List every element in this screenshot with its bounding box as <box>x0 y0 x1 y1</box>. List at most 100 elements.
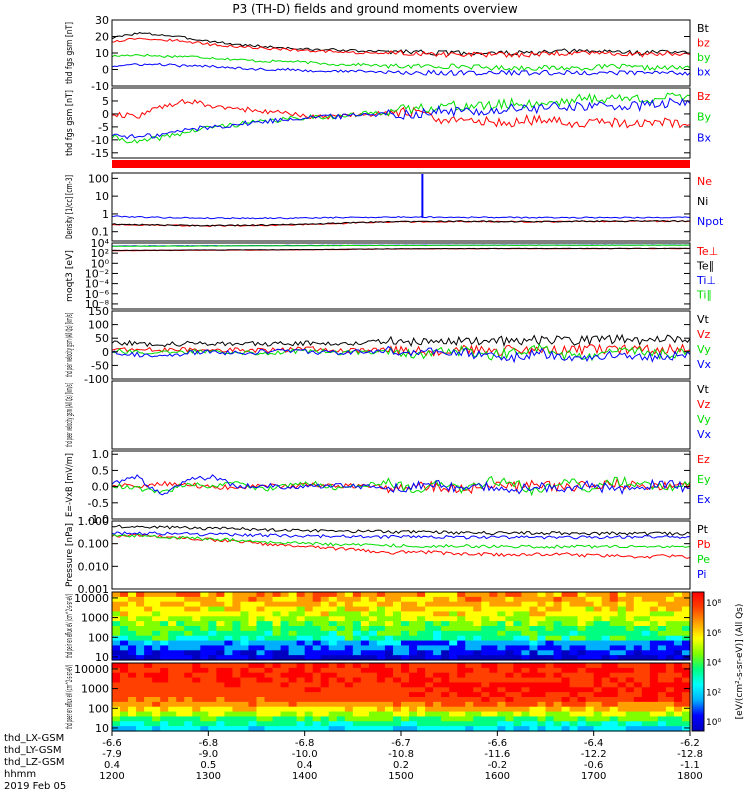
heatmap-cell <box>561 716 571 722</box>
heatmap-cell <box>352 592 362 598</box>
heatmap-cell <box>681 650 691 656</box>
heatmap-cell <box>152 677 161 684</box>
heatmap-cell <box>561 672 571 679</box>
heatmap-cell <box>601 601 611 608</box>
heatmap-cell <box>184 611 193 617</box>
heatmap-cell <box>609 706 619 713</box>
heatmap-cell <box>633 706 643 713</box>
heatmap-cell <box>256 697 266 703</box>
heatmap-cell <box>176 616 185 622</box>
heatmap-cell <box>336 677 346 684</box>
heatmap-cell <box>657 655 667 661</box>
legend-ne: Ne <box>697 175 712 188</box>
hhmm-tick-label: 1400 <box>292 771 317 782</box>
heatmap-cell <box>577 716 587 722</box>
heatmap-cell <box>192 687 201 693</box>
heatmap-cell <box>216 677 225 684</box>
heatmap-cell <box>561 630 571 637</box>
heatmap-cell <box>192 611 201 617</box>
heatmap-cell <box>320 721 330 727</box>
heatmap-cell <box>160 616 169 622</box>
heatmap-cell <box>344 667 354 674</box>
heatmap-cell <box>216 672 225 679</box>
heatmap-cell <box>521 616 531 622</box>
heatmap-cell <box>617 626 627 632</box>
heatmap-cell <box>401 711 410 718</box>
heatmap-cell <box>200 682 209 688</box>
heatmap-cell <box>200 663 209 669</box>
heatmap-cell <box>577 687 587 693</box>
heatmap-cell <box>120 677 129 684</box>
heatmap-cell <box>497 682 506 688</box>
heatmap-cell <box>240 706 250 713</box>
heatmap-cell <box>449 601 458 608</box>
heatmap-cell <box>505 611 514 617</box>
heatmap-cell <box>240 721 250 727</box>
heatmap-cell <box>641 592 651 598</box>
heatmap-cell <box>617 692 627 698</box>
heatmap-cell <box>256 601 266 608</box>
heatmap-cell <box>425 621 434 627</box>
heatmap-cell <box>433 692 442 698</box>
heatmap-cell <box>392 645 402 651</box>
heatmap-cell <box>425 601 434 608</box>
heatmap-cell <box>168 726 177 732</box>
heatmap-cell <box>433 611 442 617</box>
heatmap-cell <box>665 606 675 613</box>
heatmap-cell <box>328 706 338 713</box>
heatmap-cell <box>601 697 611 703</box>
heatmap-cell <box>657 640 667 647</box>
heatmap-cell <box>441 596 450 603</box>
heatmap-cell <box>160 701 169 708</box>
heatmap-cell <box>569 706 579 713</box>
heatmap-cell <box>641 601 651 608</box>
heatmap-cell <box>168 635 177 642</box>
heatmap-cell <box>633 711 643 718</box>
heatmap-cell <box>529 716 539 722</box>
heatmap-cell <box>264 645 274 651</box>
heatmap-cell <box>224 701 234 708</box>
heatmap-cell <box>280 706 290 713</box>
heatmap-cell <box>224 650 234 656</box>
heatmap-cell <box>601 721 611 727</box>
heatmap-cell <box>625 640 635 647</box>
heatmap-cell <box>160 726 169 732</box>
heatmap-cell <box>208 682 217 688</box>
heatmap-cell <box>569 635 579 642</box>
heatmap-cell <box>288 721 298 727</box>
heatmap-cell <box>216 716 225 722</box>
y-axis-label: thd peer velocity gsm (All Qs) [km/s] <box>65 383 75 447</box>
heatmap-cell <box>184 711 193 718</box>
heatmap-cell <box>489 635 498 642</box>
heatmap-cell <box>392 621 402 627</box>
legend-bx: bx <box>697 66 711 79</box>
heatmap-cell <box>144 616 153 622</box>
heatmap-cell <box>625 616 635 622</box>
heatmap-cell <box>176 645 185 651</box>
heatmap-cell <box>537 701 547 708</box>
heatmap-cell <box>417 701 426 708</box>
heatmap-cell <box>641 650 651 656</box>
heatmap-cell <box>497 655 506 661</box>
heatmap-cell <box>673 601 683 608</box>
heatmap-cell <box>465 701 474 708</box>
heatmap-cell <box>296 640 306 647</box>
heatmap-cell <box>401 663 410 669</box>
heatmap-cell <box>328 663 338 669</box>
y-tick-label: -1.0 <box>88 513 109 526</box>
heatmap-cell <box>128 692 137 698</box>
heatmap-cell <box>344 626 354 632</box>
heatmap-cell <box>160 626 169 632</box>
heatmap-cell <box>641 616 651 622</box>
series-line-bx <box>111 62 691 77</box>
heatmap-cell <box>336 697 346 703</box>
heatmap-cell <box>240 601 250 608</box>
heatmap-cell <box>673 611 683 617</box>
lx-tick-label: -6.7 <box>391 738 411 749</box>
heatmap-cell <box>649 635 659 642</box>
heatmap-cell <box>441 721 450 727</box>
heatmap-cell <box>280 655 290 661</box>
heatmap-cell <box>601 716 611 722</box>
heatmap-cell <box>320 687 330 693</box>
heatmap-cell <box>120 663 129 669</box>
